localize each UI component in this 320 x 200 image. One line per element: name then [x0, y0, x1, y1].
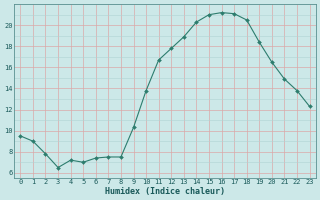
X-axis label: Humidex (Indice chaleur): Humidex (Indice chaleur)	[105, 187, 225, 196]
